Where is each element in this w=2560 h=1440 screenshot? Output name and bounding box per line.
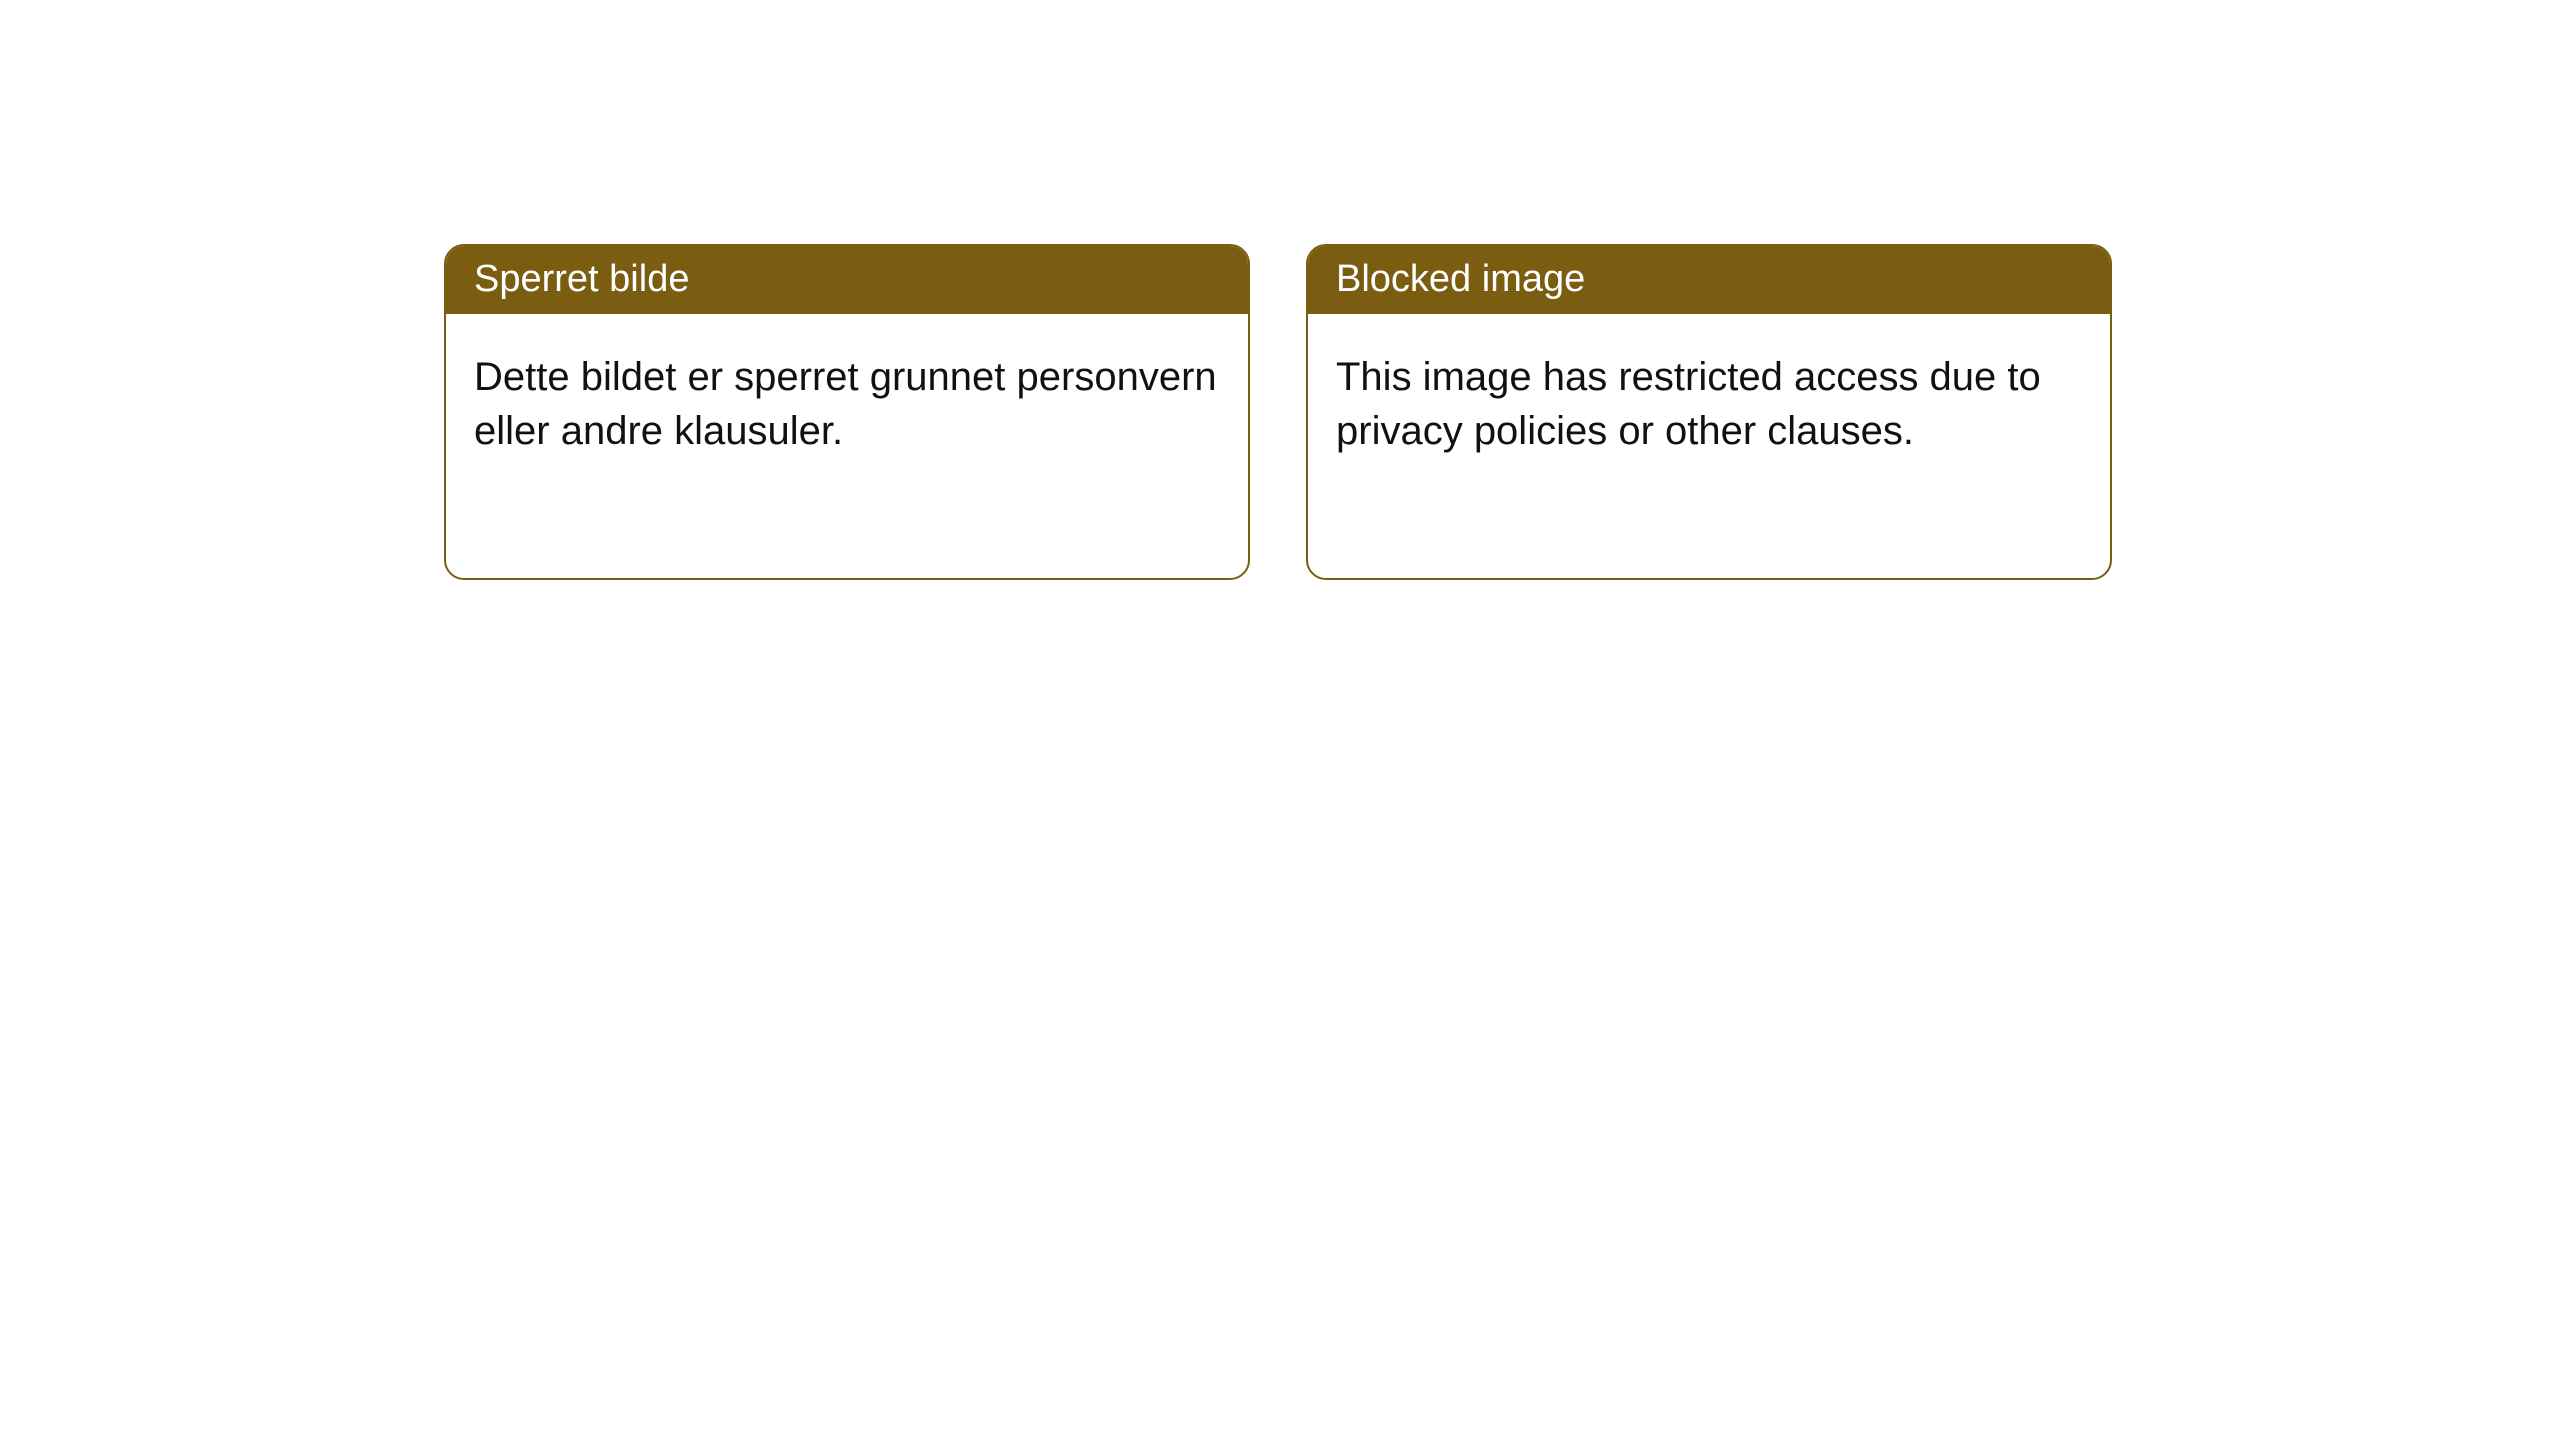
notice-card-body: This image has restricted access due to … bbox=[1308, 314, 2110, 494]
notice-card-body: Dette bildet er sperret grunnet personve… bbox=[446, 314, 1248, 494]
notice-card-header: Blocked image bbox=[1308, 246, 2110, 314]
notice-card-norwegian: Sperret bilde Dette bildet er sperret gr… bbox=[444, 244, 1250, 580]
notice-card-header: Sperret bilde bbox=[446, 246, 1248, 314]
notice-cards-container: Sperret bilde Dette bildet er sperret gr… bbox=[444, 244, 2112, 580]
notice-card-english: Blocked image This image has restricted … bbox=[1306, 244, 2112, 580]
